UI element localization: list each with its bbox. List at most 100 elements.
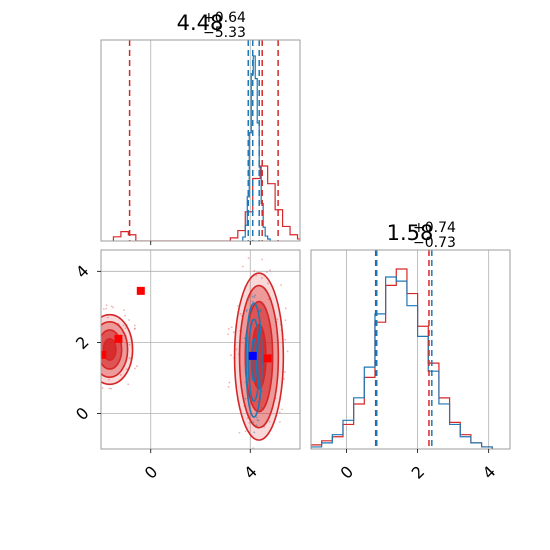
sample-point [239, 312, 242, 315]
sample-point [245, 309, 248, 311]
sample-point [250, 293, 253, 296]
sample-point [278, 411, 281, 414]
sample-point [228, 381, 231, 384]
grid-lines [346, 250, 490, 449]
sample-point [244, 430, 247, 433]
quantile-lines [374, 250, 433, 449]
sample-point [268, 420, 271, 423]
sample-point [235, 348, 238, 351]
sample-point [82, 358, 84, 360]
sample-point [238, 431, 241, 434]
sample-point [95, 321, 97, 323]
sample-point [107, 378, 110, 381]
x-tick-label: 4 [240, 462, 261, 483]
sample-point [128, 343, 131, 346]
sample-point [265, 458, 267, 460]
sample-point [261, 258, 263, 261]
sample-point [91, 370, 93, 372]
sample-point [124, 314, 127, 317]
sample-point [266, 271, 268, 273]
sample-point [87, 338, 89, 340]
x-tick-label: 4 [479, 462, 500, 483]
sample-point [267, 282, 269, 285]
sample-point [245, 310, 248, 313]
x-tick-label: 0 [141, 462, 162, 483]
sample-point [255, 416, 258, 419]
sample-point [256, 419, 259, 421]
sample-point [268, 298, 270, 301]
sample-point [261, 390, 263, 393]
panel-title-2-upper: +0.74 [413, 220, 456, 236]
sample-point [246, 417, 249, 420]
sample-point [253, 296, 256, 299]
sample-point [259, 308, 262, 311]
sample-point [282, 377, 285, 380]
sample-point [105, 307, 108, 310]
sample-point [125, 368, 128, 371]
axes-frame [100, 39, 301, 242]
sample-point [283, 371, 286, 373]
sample-point [241, 265, 244, 268]
sample-point [229, 354, 232, 357]
marginal-histogram-panel-1: 4.48 +0.64 −5.33 [100, 10, 301, 245]
sample-point [112, 306, 115, 309]
sample-point [134, 367, 136, 370]
sample-point [232, 331, 235, 334]
sample-point [281, 408, 283, 411]
sample-point [255, 274, 258, 277]
panel-title-1-upper: +0.64 [203, 10, 246, 26]
histogram-series [311, 276, 493, 449]
truth-marker [136, 286, 145, 295]
y-tick-label: 4 [72, 261, 93, 282]
sample-point [133, 328, 136, 330]
sample-point [108, 387, 111, 390]
truth-markers [101, 286, 272, 363]
sample-point [260, 277, 263, 279]
sample-point [119, 373, 122, 376]
sample-point [101, 387, 104, 389]
sample-point [87, 362, 89, 364]
sample-point [88, 358, 90, 360]
sample-point [98, 384, 100, 386]
sample-point [99, 318, 101, 320]
sample-point [87, 335, 89, 337]
sample-point [259, 309, 262, 312]
sample-point [247, 257, 250, 260]
sample-point [134, 327, 136, 330]
sample-point [248, 421, 251, 424]
sample-point [127, 383, 130, 386]
sample-point [102, 308, 105, 310]
sample-point [260, 406, 263, 409]
sample-point [243, 337, 246, 340]
sample-point [105, 304, 108, 307]
sample-point [254, 294, 257, 297]
histogram-series [311, 268, 493, 449]
sample-point [286, 350, 289, 353]
sample-point [83, 333, 85, 335]
sample-point [136, 365, 138, 368]
sample-point [128, 319, 130, 321]
sample-point [253, 431, 256, 434]
sample-point [89, 367, 91, 369]
x-tick-label: 2 [408, 462, 429, 483]
sample-point [106, 316, 109, 319]
sample-point [258, 455, 260, 457]
sample-point [90, 340, 92, 342]
sample-point [259, 310, 262, 313]
sample-point [280, 284, 283, 286]
sample-point [99, 377, 101, 379]
marginal-histogram-panel-2: 0 2 4 1.58 +0.74 −0.73 [310, 220, 511, 483]
sample-point [128, 357, 131, 359]
sample-point [276, 318, 279, 321]
histogram-bars [311, 268, 493, 449]
ticks [97, 270, 251, 453]
axes-frame [100, 249, 301, 450]
sample-point [253, 270, 256, 272]
sample-point [124, 327, 127, 330]
sample-point [255, 424, 258, 427]
panel-title-1-lower: −5.33 [203, 25, 246, 41]
blue-contour [250, 338, 258, 383]
sample-point [230, 326, 233, 329]
sample-point [247, 299, 250, 301]
